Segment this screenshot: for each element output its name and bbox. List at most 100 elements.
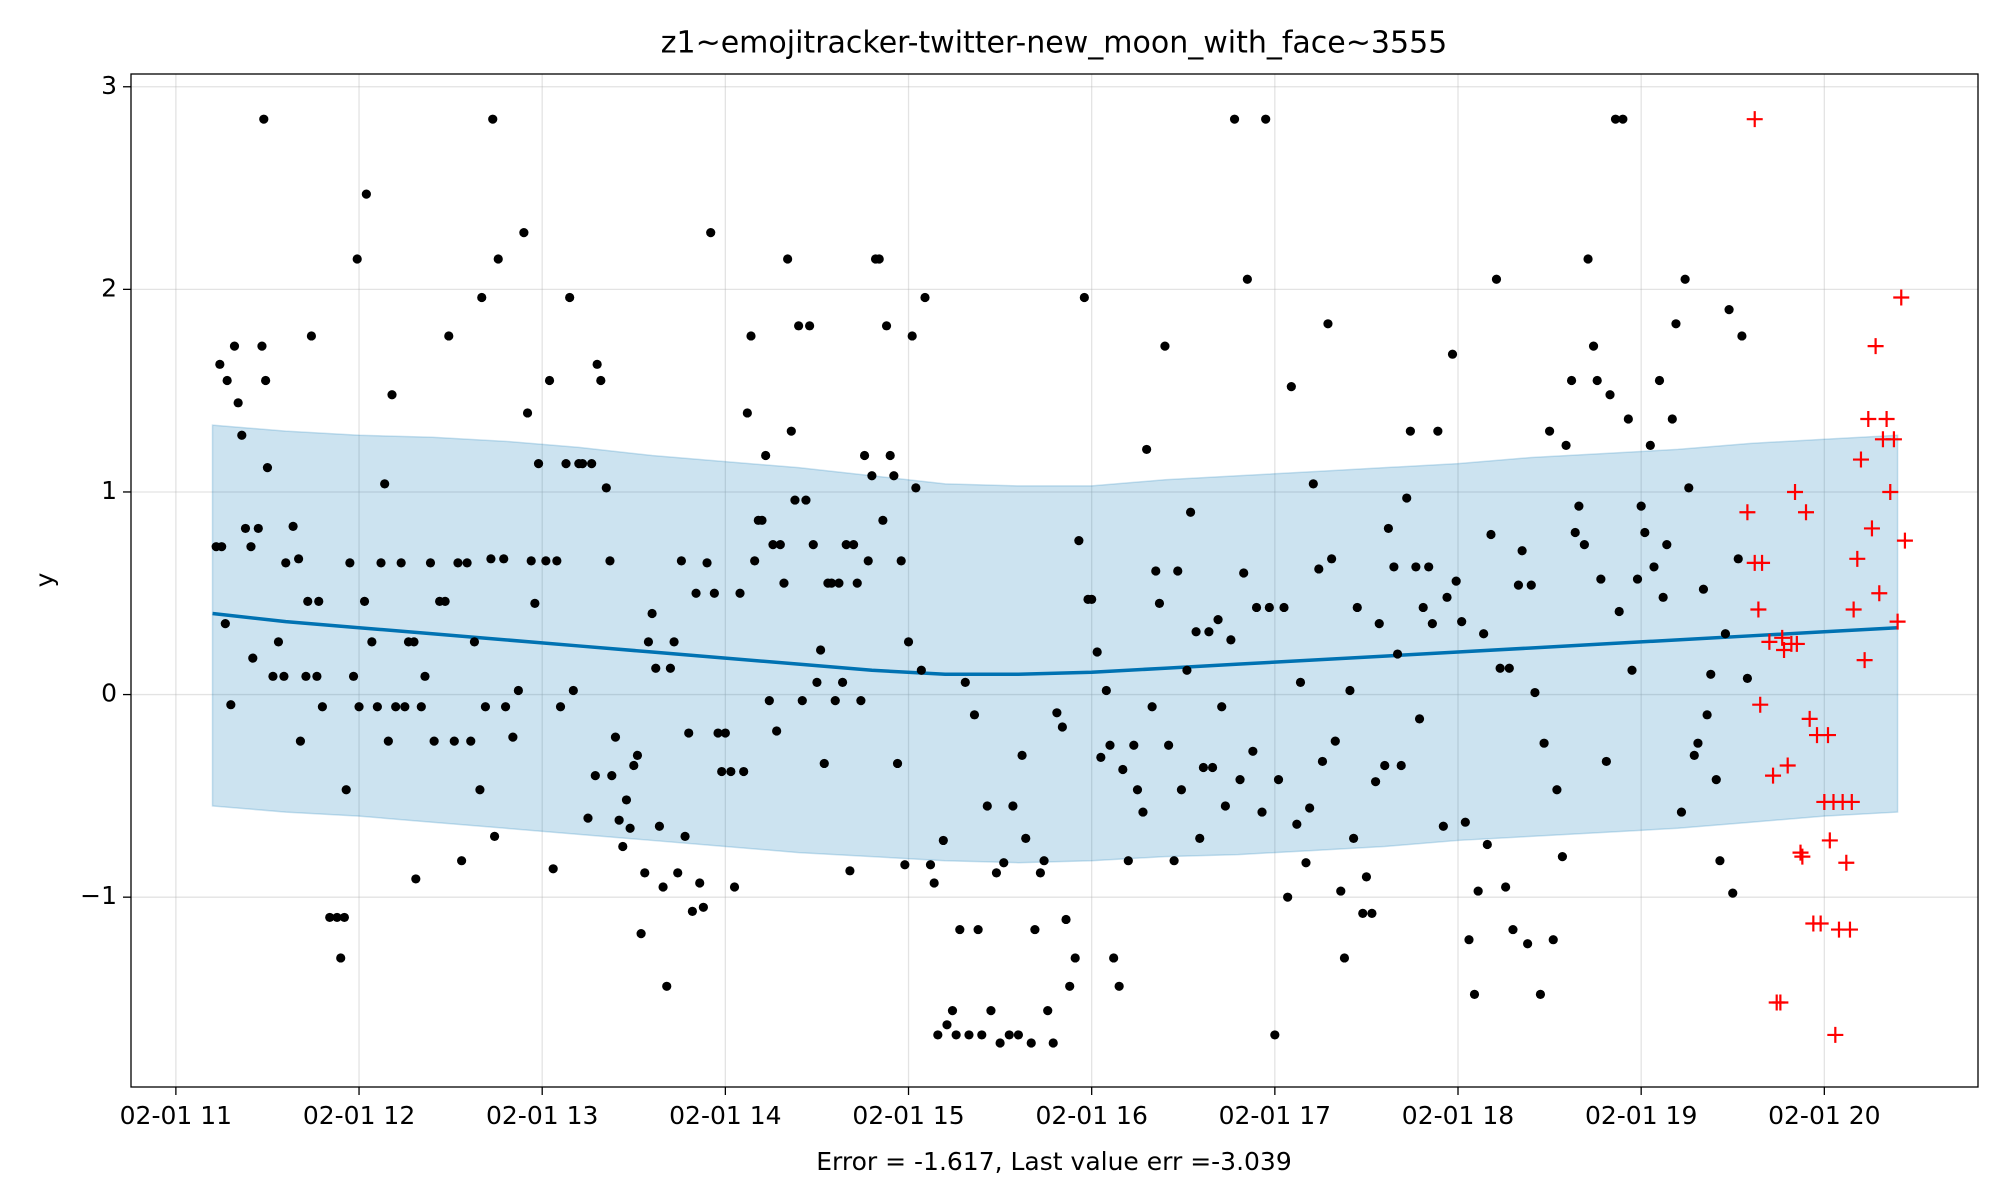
dot-point	[1645, 440, 1655, 450]
dot-point	[1389, 562, 1399, 572]
dot-point	[1574, 501, 1584, 511]
dot-point	[469, 637, 480, 647]
dot-point	[440, 596, 450, 606]
dot-point	[801, 495, 811, 505]
plus-point	[1852, 451, 1869, 468]
train-points	[211, 114, 1752, 1048]
dot-point	[215, 359, 225, 369]
dot-point	[592, 359, 602, 369]
dot-point	[726, 766, 736, 777]
dot-point	[977, 1030, 987, 1040]
dot-point	[519, 228, 529, 238]
dot-point	[1213, 615, 1223, 625]
dot-point	[837, 677, 848, 688]
dot-point	[1482, 839, 1492, 850]
dot-point	[1043, 1006, 1053, 1016]
dot-point	[237, 430, 247, 440]
dot-point	[794, 321, 804, 331]
dot-point	[698, 902, 708, 912]
dot-point	[881, 321, 892, 331]
dot-point	[786, 426, 796, 436]
dot-point	[345, 558, 355, 568]
dot-point	[1261, 114, 1271, 124]
plus-point	[1794, 848, 1811, 865]
dot-point	[834, 578, 844, 588]
y-axis-label: y	[30, 572, 59, 587]
dot-point	[636, 929, 646, 939]
dot-point	[907, 331, 917, 341]
dot-point	[420, 671, 430, 681]
dot-point	[1702, 710, 1712, 720]
dot-point	[1424, 562, 1434, 572]
dot-point	[1596, 574, 1606, 584]
forecast-line	[212, 611, 1898, 677]
dot-point	[1013, 1030, 1024, 1040]
dot-point	[489, 831, 500, 841]
dot-point	[964, 1030, 974, 1040]
dot-point	[863, 556, 873, 566]
dot-point	[695, 878, 705, 888]
plus-point	[1843, 793, 1860, 810]
plus-point	[1754, 554, 1771, 571]
dot-point	[1667, 414, 1677, 424]
dot-point	[1358, 908, 1368, 918]
dot-point	[367, 637, 377, 647]
dot-point	[1601, 756, 1611, 767]
dot-point	[1579, 540, 1589, 550]
plus-point	[1856, 652, 1873, 669]
dot-point	[1114, 981, 1124, 991]
dot-point	[288, 521, 298, 532]
dot-point	[1070, 953, 1080, 963]
dot-point	[1530, 687, 1540, 698]
dot-point	[303, 596, 313, 606]
dot-point	[779, 578, 789, 588]
y-tick-label: 3	[101, 71, 117, 100]
plus-point	[1889, 613, 1906, 630]
dot-point	[938, 835, 948, 846]
dot-point	[1239, 568, 1249, 578]
dot-point	[376, 558, 386, 568]
dot-point	[372, 702, 382, 712]
dot-point	[925, 860, 936, 870]
dot-point	[960, 677, 970, 688]
dot-point	[750, 556, 760, 566]
dot-point	[262, 463, 273, 473]
dot-point	[1235, 775, 1245, 785]
y-tick-label: 0	[101, 679, 117, 708]
dot-point	[1418, 602, 1428, 613]
dot-point	[973, 924, 983, 935]
plus-point	[1772, 994, 1789, 1011]
dot-point	[1698, 584, 1709, 594]
dot-point	[680, 831, 690, 841]
dot-point	[1711, 775, 1721, 785]
x-tick-label: 02-01 19	[1585, 1101, 1697, 1130]
dot-point	[596, 375, 606, 386]
dot-point	[359, 596, 370, 606]
x-tick-label: 02-01 17	[1219, 1101, 1331, 1130]
dot-point	[676, 556, 687, 566]
dot-point	[947, 1006, 958, 1016]
dot-point	[1636, 501, 1646, 511]
dot-point	[852, 578, 862, 588]
dot-point	[246, 542, 256, 552]
dot-point	[1623, 414, 1633, 424]
dot-point	[1517, 546, 1527, 556]
plus-point	[1896, 532, 1913, 549]
dot-point	[808, 540, 818, 550]
dot-point	[1147, 702, 1157, 712]
plus-point	[1812, 915, 1829, 932]
dot-point	[561, 458, 571, 469]
dot-point	[1447, 349, 1458, 359]
dot-point	[1092, 647, 1102, 657]
dot-point	[830, 696, 840, 706]
dot-point	[1229, 114, 1240, 124]
dot-point	[621, 795, 632, 805]
dot-point	[1052, 708, 1062, 718]
plus-point	[1867, 338, 1884, 355]
chart-title: z1~emojitracker-twitter-new_moon_with_fa…	[661, 26, 1448, 61]
dot-point	[1557, 852, 1568, 862]
dot-point	[279, 671, 289, 681]
dot-point	[261, 375, 271, 386]
dot-point	[1176, 785, 1187, 795]
y-tick-label: 2	[101, 273, 117, 302]
